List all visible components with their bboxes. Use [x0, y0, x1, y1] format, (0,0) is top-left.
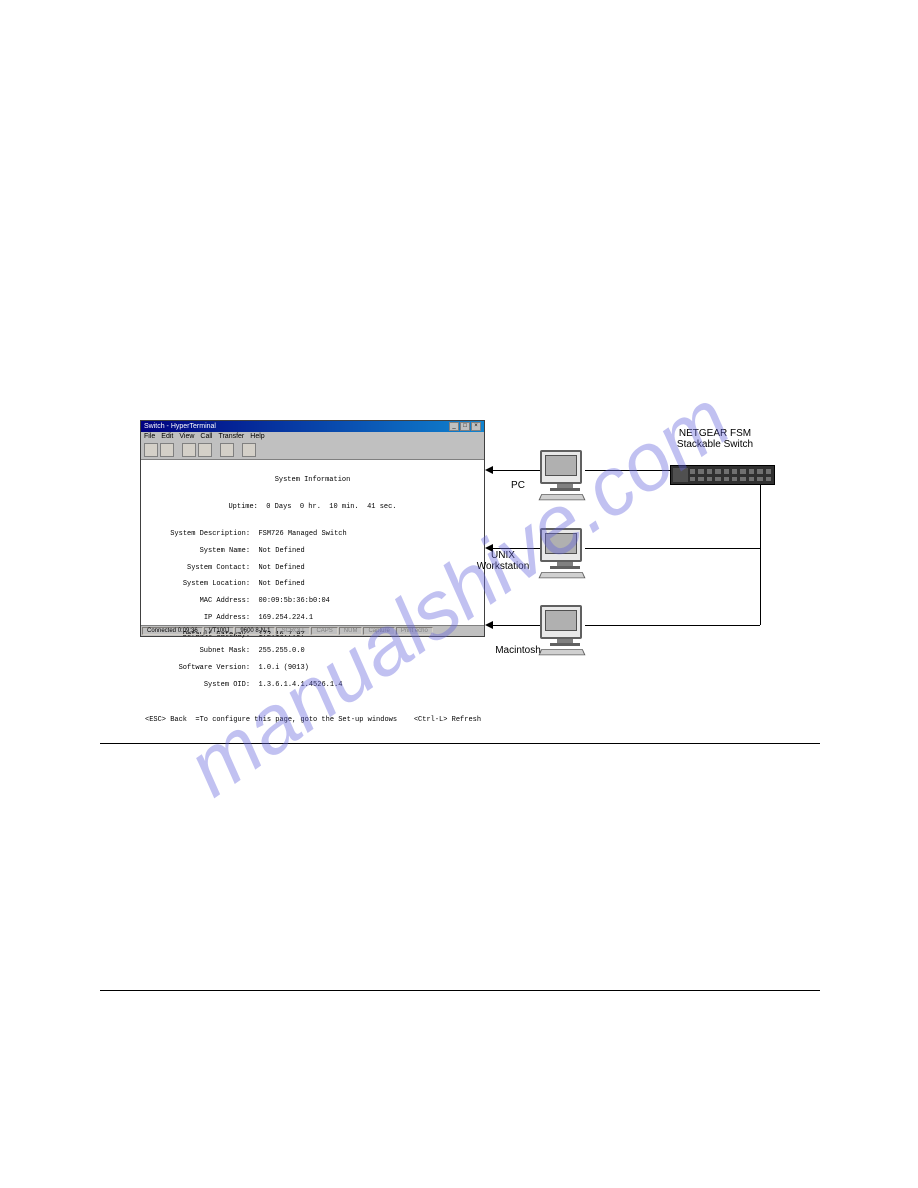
subnet-value: 255.255.0.0: [258, 647, 304, 655]
status-caps: CAPS: [311, 627, 337, 635]
window-title: Switch - HyperTerminal: [144, 423, 216, 430]
menu-view[interactable]: View: [179, 433, 194, 440]
unix-label-line2: Workstation: [473, 561, 533, 572]
menu-help[interactable]: Help: [250, 433, 264, 440]
switch-ports: [689, 468, 772, 482]
unix-label-line1: UNIX: [473, 550, 533, 561]
switch-label: NETGEAR FSM Stackable Switch: [665, 428, 765, 450]
terminal-heading: System Information: [145, 476, 480, 484]
divider-line: [100, 990, 820, 991]
terminal-footer: <ESC> Back =To configure this page, goto…: [145, 716, 480, 724]
mac-label: Macintosh: [488, 645, 548, 656]
network-diagram: NETGEAR FSM Stackable Switch PC: [495, 420, 775, 660]
terminal-content: System Information Uptime: 0 Days 0 hr. …: [141, 460, 484, 625]
ip-label: IP Address:: [204, 614, 250, 622]
subnet-label: Subnet Mask:: [200, 647, 250, 655]
connection-line: [493, 625, 540, 626]
switch-panel-icon: [673, 468, 688, 482]
switch-label-line2: Stackable Switch: [665, 439, 765, 450]
status-print: Print echo: [396, 627, 433, 635]
switch-device: [670, 465, 775, 485]
toolbar-btn-4[interactable]: [198, 443, 212, 457]
toolbar: [141, 441, 484, 460]
connection-line: [585, 548, 760, 549]
pc-computer-icon: [540, 450, 590, 501]
status-emulation: VT100J: [204, 627, 235, 635]
pc-label: PC: [488, 480, 548, 491]
uptime-value: 0 Days 0 hr. 10 min. 41 sec.: [266, 503, 396, 511]
oid-value: 1.3.6.1.4.1.4526.1.4: [258, 681, 342, 689]
mac-label: MAC Address:: [200, 597, 250, 605]
status-settings: 9600 8-N-1: [235, 627, 275, 635]
sys-name-label: System Name:: [200, 547, 250, 555]
sys-location-label: System Location:: [183, 580, 250, 588]
toolbar-btn-2[interactable]: [160, 443, 174, 457]
menu-transfer[interactable]: Transfer: [218, 433, 244, 440]
connection-line: [760, 485, 761, 625]
titlebar-buttons: _ □ ×: [449, 422, 481, 431]
sys-desc-label: System Description:: [170, 530, 250, 538]
menu-edit[interactable]: Edit: [161, 433, 173, 440]
arrow-icon: [485, 621, 493, 629]
status-scroll: SCROLL: [276, 627, 310, 635]
close-button[interactable]: ×: [471, 422, 481, 431]
unix-computer-icon: [540, 528, 590, 579]
hyperterminal-window: Switch - HyperTerminal _ □ × File Edit V…: [140, 420, 485, 637]
status-connected: Connected 0:09:36: [142, 627, 203, 635]
unix-label: UNIX Workstation: [473, 550, 533, 572]
menubar: File Edit View Call Transfer Help: [141, 432, 484, 441]
divider-line: [100, 743, 820, 744]
connection-line: [493, 548, 540, 549]
window-titlebar: Switch - HyperTerminal _ □ ×: [141, 421, 484, 432]
sys-location-value: Not Defined: [258, 580, 304, 588]
sw-ver-label: Software Version:: [179, 664, 250, 672]
sw-ver-value: 1.0.i (9013): [258, 664, 308, 672]
toolbar-btn-6[interactable]: [242, 443, 256, 457]
status-num: NUM: [339, 627, 363, 635]
connection-line: [493, 470, 540, 471]
statusbar: Connected 0:09:36 VT100J 9600 8-N-1 SCRO…: [141, 625, 484, 636]
toolbar-btn-3[interactable]: [182, 443, 196, 457]
arrow-icon: [485, 466, 493, 474]
sys-desc-value: FSM726 Managed Switch: [258, 530, 346, 538]
mac-value: 00:09:5b:36:b0:04: [258, 597, 329, 605]
connection-line: [585, 625, 760, 626]
uptime-label: Uptime:: [228, 503, 257, 511]
sys-name-value: Not Defined: [258, 547, 304, 555]
connection-line: [585, 470, 670, 471]
toolbar-btn-5[interactable]: [220, 443, 234, 457]
sys-contact-value: Not Defined: [258, 564, 304, 572]
toolbar-btn-1[interactable]: [144, 443, 158, 457]
menu-file[interactable]: File: [144, 433, 155, 440]
sys-contact-label: System Contact:: [187, 564, 250, 572]
arrow-icon: [485, 544, 493, 552]
minimize-button[interactable]: _: [449, 422, 459, 431]
menu-call[interactable]: Call: [200, 433, 212, 440]
ip-value: 169.254.224.1: [258, 614, 313, 622]
oid-label: System OID:: [204, 681, 250, 689]
switch-label-line1: NETGEAR FSM: [665, 428, 765, 439]
maximize-button[interactable]: □: [460, 422, 470, 431]
status-capture: Capture: [363, 627, 394, 635]
